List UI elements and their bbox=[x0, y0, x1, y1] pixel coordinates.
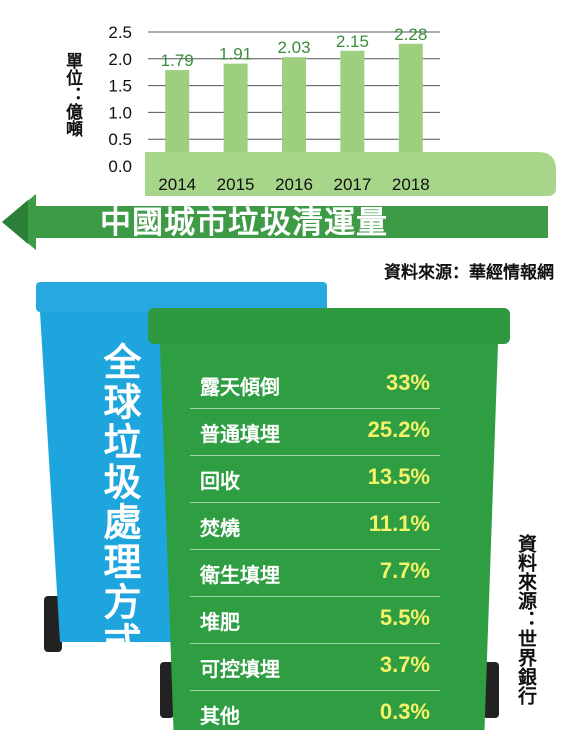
bar-value-label: 1.79 bbox=[161, 51, 194, 70]
row-label: 焚燒 bbox=[200, 516, 240, 540]
blue-bin-wheel bbox=[44, 596, 62, 652]
row-label: 可控填埋 bbox=[200, 657, 280, 681]
bar bbox=[282, 57, 306, 166]
bar bbox=[340, 50, 365, 167]
x-tick-label: 2018 bbox=[392, 175, 430, 194]
list-item: 普通填埋 25.2% bbox=[190, 408, 440, 455]
row-value: 3.7% bbox=[379, 652, 430, 677]
bar-value-label: 1.91 bbox=[219, 45, 252, 64]
y-tick-label: 1.0 bbox=[108, 103, 132, 122]
row-value: 5.5% bbox=[379, 605, 430, 630]
green-bin-wheel-right bbox=[483, 662, 499, 718]
x-tick-labels: 2014 2015 2016 2017 2018 bbox=[158, 175, 429, 194]
chart-bars bbox=[165, 43, 423, 167]
chart-title: 中國城市垃圾清運量 bbox=[100, 205, 388, 241]
list-item: 堆肥 5.5% bbox=[190, 596, 440, 643]
list-item: 露天傾倒 33% bbox=[190, 362, 440, 408]
list-item: 回收 13.5% bbox=[190, 455, 440, 502]
disposal-list: 露天傾倒 33% 普通填埋 25.2% 回收 13.5% 焚燒 11.1% 衛生… bbox=[190, 362, 440, 737]
x-tick-label: 2017 bbox=[333, 175, 371, 194]
blue-bin-lid bbox=[36, 282, 327, 312]
title-banner-arrow-tip bbox=[2, 200, 28, 244]
list-item: 衛生填埋 7.7% bbox=[190, 549, 440, 596]
title-banner-arrow bbox=[2, 194, 548, 250]
row-value: 13.5% bbox=[367, 464, 430, 489]
bar-value-label: 2.03 bbox=[277, 38, 310, 57]
bar-chart: 0.00.51.01.52.02.5 1.79 1.91 2.03 2.15 2.28 … bbox=[2, 23, 556, 250]
row-label: 回收 bbox=[200, 469, 240, 493]
bar-value-labels: 1.79 1.91 2.03 2.15 2.28 bbox=[161, 25, 428, 70]
row-value: 11.1% bbox=[368, 511, 430, 536]
row-label: 堆肥 bbox=[200, 610, 240, 634]
table-source: 資料來源：世界銀行 bbox=[515, 534, 537, 705]
row-label: 其他 bbox=[200, 704, 240, 728]
bar bbox=[398, 43, 423, 166]
bar-value-label: 2.28 bbox=[394, 25, 427, 44]
list-item: 其他 0.3% bbox=[190, 690, 440, 737]
row-label: 普通填埋 bbox=[200, 422, 280, 446]
row-value: 25.2% bbox=[367, 417, 430, 442]
x-axis-band bbox=[145, 152, 556, 196]
y-tick-label: 1.5 bbox=[108, 77, 132, 96]
row-value: 33% bbox=[385, 370, 430, 395]
x-tick-label: 2015 bbox=[217, 175, 255, 194]
list-item: 焚燒 11.1% bbox=[190, 502, 440, 549]
row-label: 衛生填埋 bbox=[200, 563, 280, 587]
chart-source: 資料來源：華經情報網 bbox=[384, 263, 554, 283]
x-tick-label: 2016 bbox=[275, 175, 313, 194]
y-axis-label: 單位：億噸 bbox=[62, 52, 82, 137]
green-bin-lid bbox=[148, 308, 510, 344]
row-value: 7.7% bbox=[379, 558, 430, 583]
row-value: 0.3% bbox=[379, 699, 430, 724]
y-tick-label: 0.5 bbox=[108, 130, 132, 149]
y-tick-label: 2.0 bbox=[108, 50, 132, 69]
bar bbox=[165, 70, 190, 166]
x-tick-label: 2014 bbox=[158, 175, 196, 194]
y-tick-label: 0.0 bbox=[108, 157, 132, 176]
list-item: 可控填埋 3.7% bbox=[190, 643, 440, 690]
y-tick-label: 2.5 bbox=[108, 23, 132, 42]
y-tick-labels: 0.0 0.5 1.0 1.5 2.0 2.5 bbox=[108, 23, 132, 176]
row-label: 露天傾倒 bbox=[200, 375, 280, 399]
table-title: 全球垃圾處理方式 bbox=[97, 342, 141, 662]
bar-value-label: 2.15 bbox=[336, 32, 369, 51]
bar bbox=[223, 63, 248, 166]
green-bin-wheel-left bbox=[160, 662, 174, 718]
